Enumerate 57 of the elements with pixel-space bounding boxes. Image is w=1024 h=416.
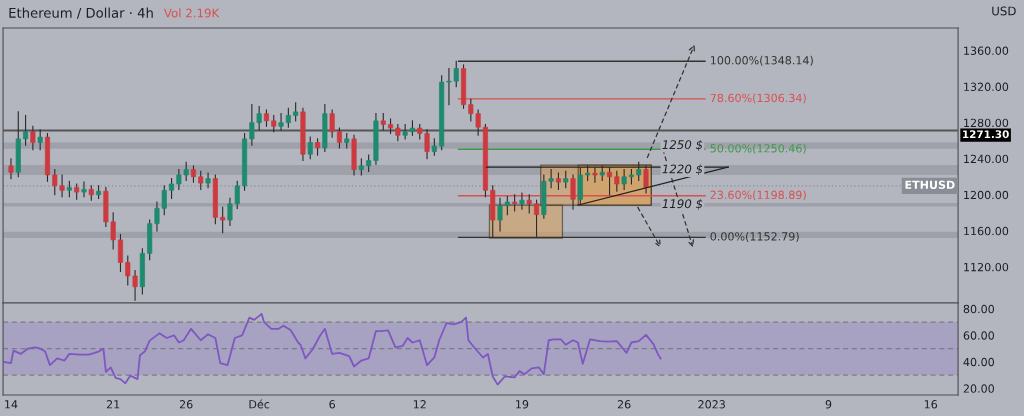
candlestick [23,114,29,146]
candlestick [278,113,284,131]
candlestick [614,170,620,192]
candlestick [285,107,291,128]
x-tick-label: Déc [249,399,270,409]
x-tick-label: 19 [516,400,529,409]
y-tick-label: 60.00 [963,331,994,340]
x-tick-label: 2023 [698,400,725,409]
candlestick [293,102,299,122]
y-tick-label: 1160.00 [964,226,1009,236]
y-tick-label: 1280.00 [964,118,1009,128]
x-tick-label: 9 [825,400,832,409]
x-tick-label: 21 [106,400,120,409]
candlestick [570,174,576,210]
band-label: 1220 $ [662,164,703,175]
line-series [3,312,662,386]
candlestick [8,158,14,180]
candlestick [329,109,335,138]
y-tick-label: 1360.00 [964,46,1009,55]
y-tick-label: 80.00 [963,304,994,314]
candlestick [519,192,525,210]
y-tick-label: 1240.00 [964,154,1009,164]
candlestick [117,233,124,272]
text: Vol 2.19K [163,8,220,18]
candlestick [81,181,87,198]
candlestick [336,127,342,149]
candlestick [30,125,36,151]
candlestick [526,194,532,214]
band-label: 1190 $ [662,199,703,210]
candlestick [220,206,226,234]
x-tick-label: 14 [5,400,18,409]
y-tick-label: 1320.00 [964,82,1009,91]
candlestick [37,129,43,151]
y-tick-label: 20.00 [963,384,994,393]
ref-line-label: ETHUSD [905,180,955,190]
x-tick-label: 12 [413,400,426,409]
candlestick [169,178,175,199]
candlestick [307,136,313,160]
ref-line-label: 0.00%(1152.79) [710,232,799,242]
ref-line-label: 1271.30 [963,130,1009,139]
band-label: 1250 $ [662,139,703,151]
y-tick-label: 1120.00 [964,262,1009,272]
candlestick [402,123,408,140]
candlestick [205,172,211,189]
ref-line-label: 100.00%(1348.14) [710,55,813,66]
candlestick [198,170,204,190]
ref-line-label: 78.60%(1306.34) [710,93,806,104]
chart-title: Ethereum / Dollar · 4h [9,7,153,19]
x-tick-label: 16 [924,400,938,409]
x-tick-label: 6 [329,400,335,409]
ref-line-label: 50.00%(1250.46) [710,143,806,154]
x-tick-label: 26 [179,400,193,409]
y-tick-label: 40.00 [963,357,994,367]
x-tick-label: 26 [617,400,631,409]
ref-line-label: 23.60%(1198.89) [710,190,806,201]
y-tick-label: 1200.00 [964,190,1009,200]
y-axis-title: USD [992,6,1016,16]
